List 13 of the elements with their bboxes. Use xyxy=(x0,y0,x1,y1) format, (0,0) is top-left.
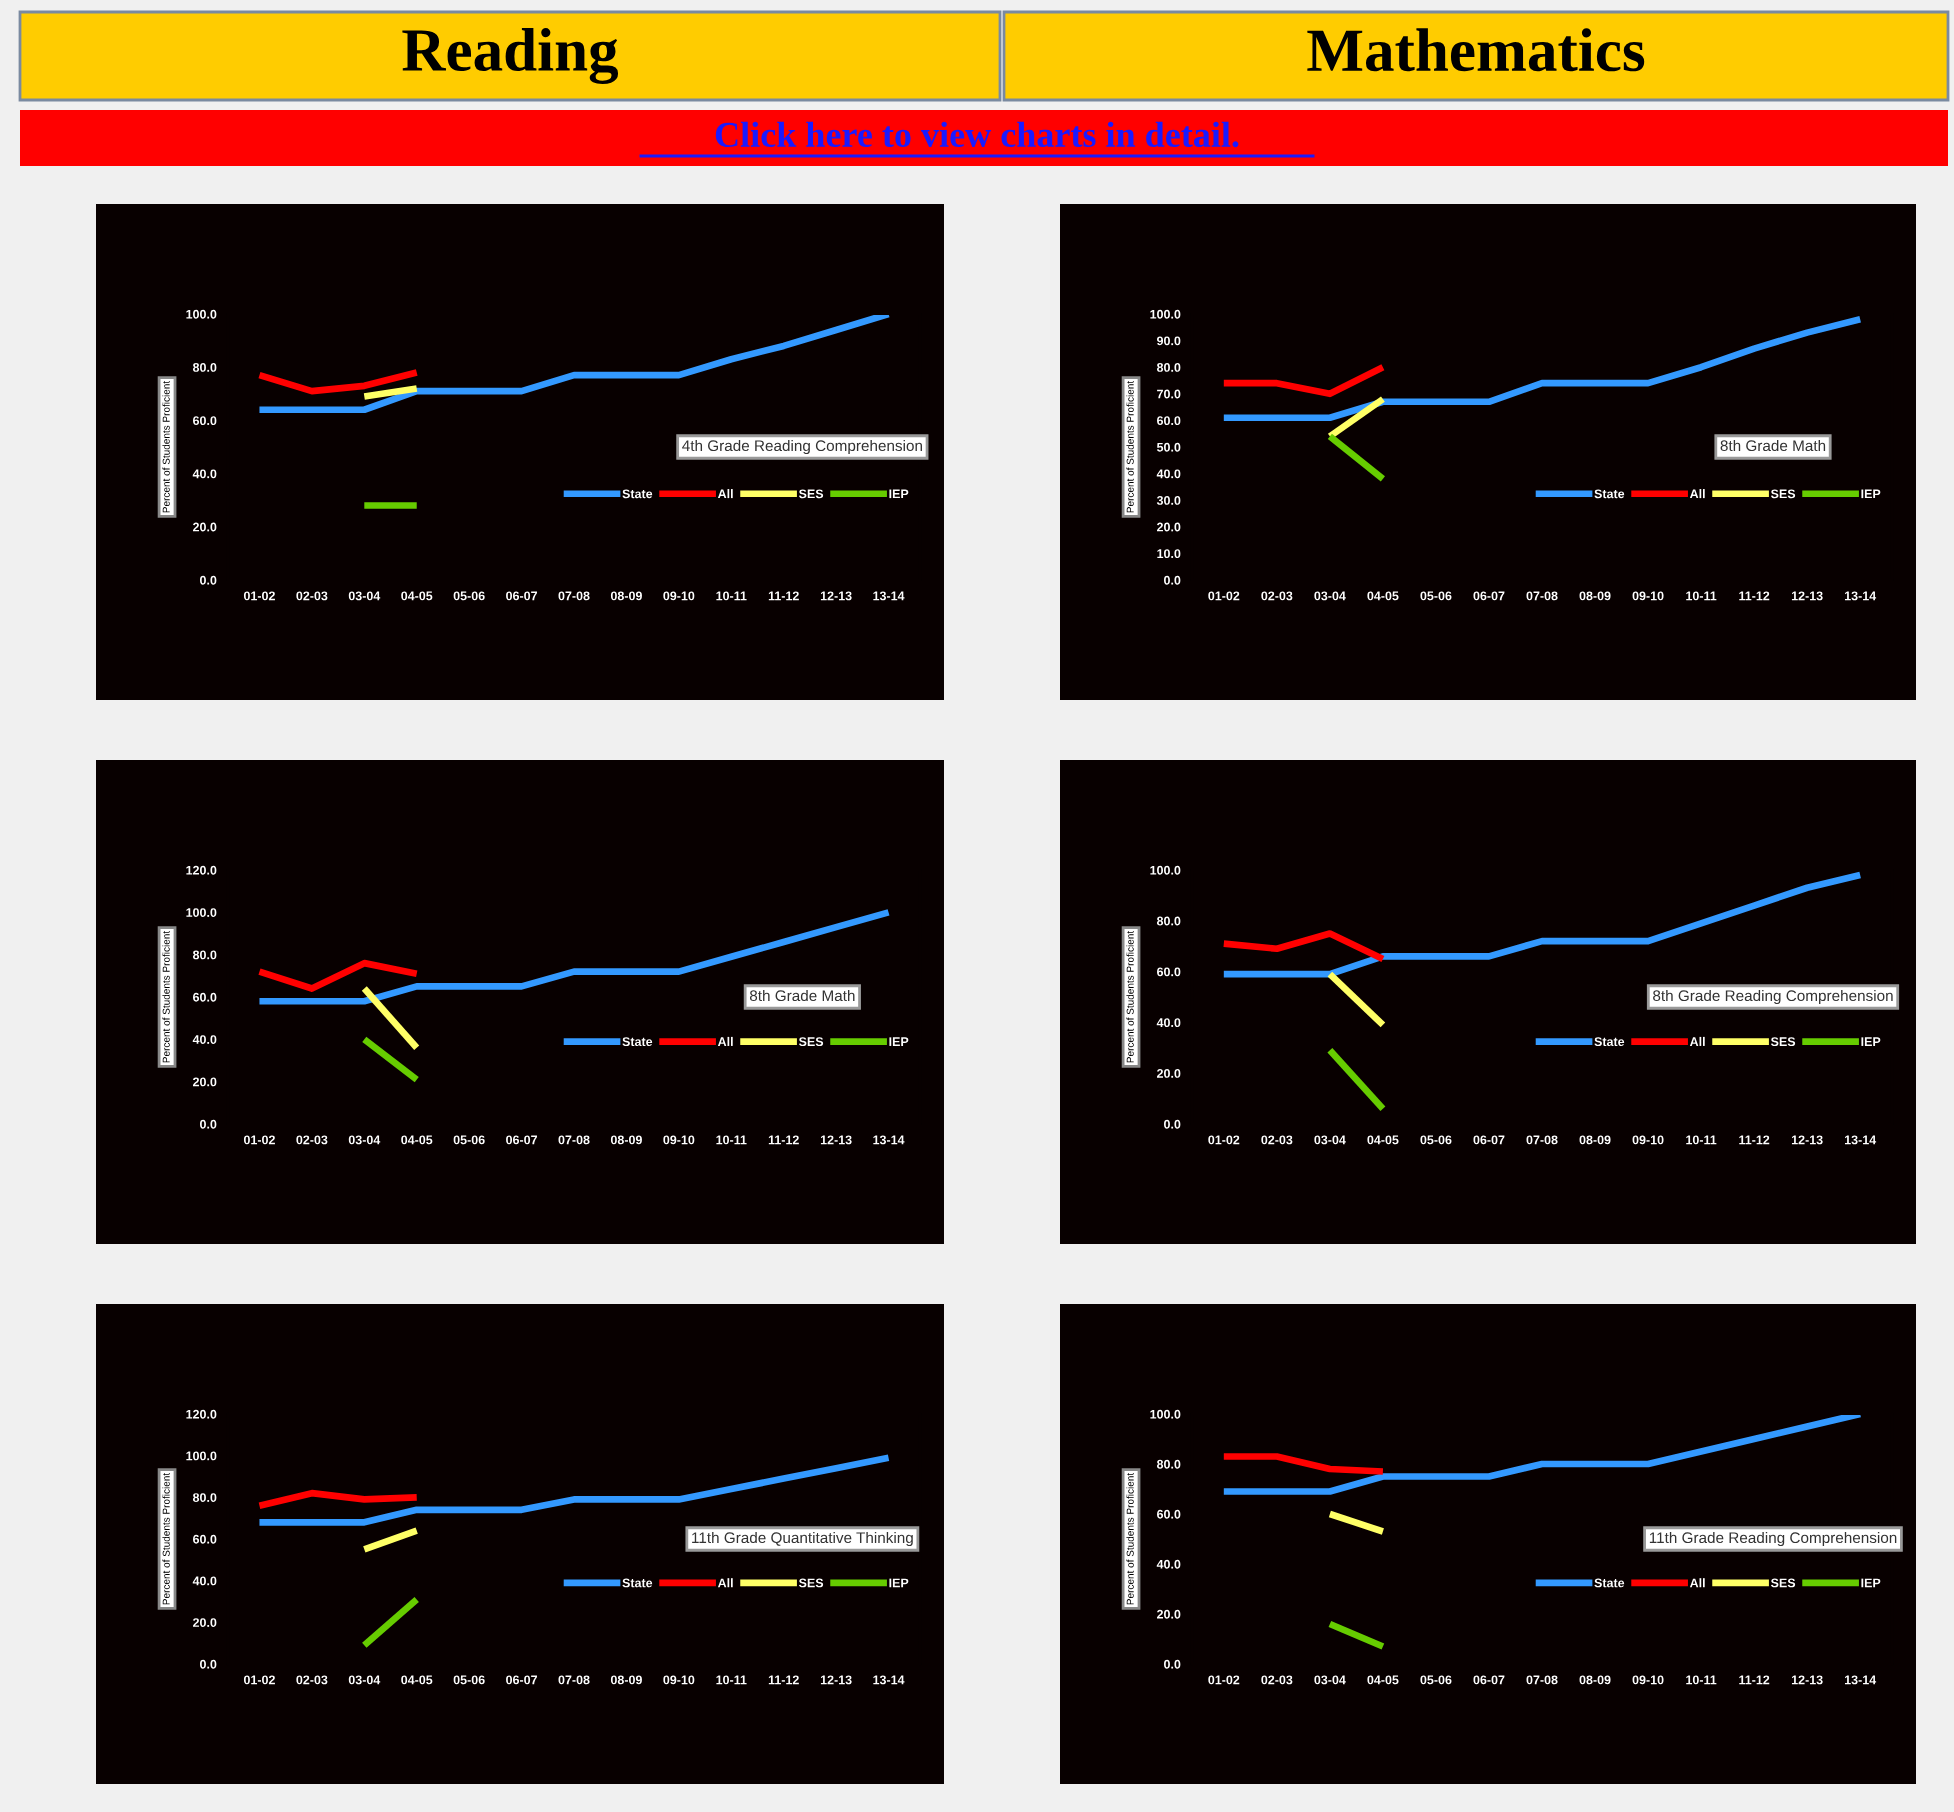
line-series xyxy=(256,1489,421,1510)
line-series xyxy=(256,959,421,992)
line-series xyxy=(1220,930,1387,963)
line-series xyxy=(256,908,892,1005)
line-series xyxy=(1220,871,1864,978)
line-series xyxy=(256,314,892,414)
line-series xyxy=(1220,315,1864,422)
text: Reading xyxy=(402,28,619,84)
text: Mathematics xyxy=(1307,28,1645,72)
line-series xyxy=(1220,1414,1864,1495)
line-series xyxy=(256,1454,892,1526)
line-series xyxy=(256,369,421,395)
text: Click here to view charts in detail. xyxy=(715,121,1239,148)
